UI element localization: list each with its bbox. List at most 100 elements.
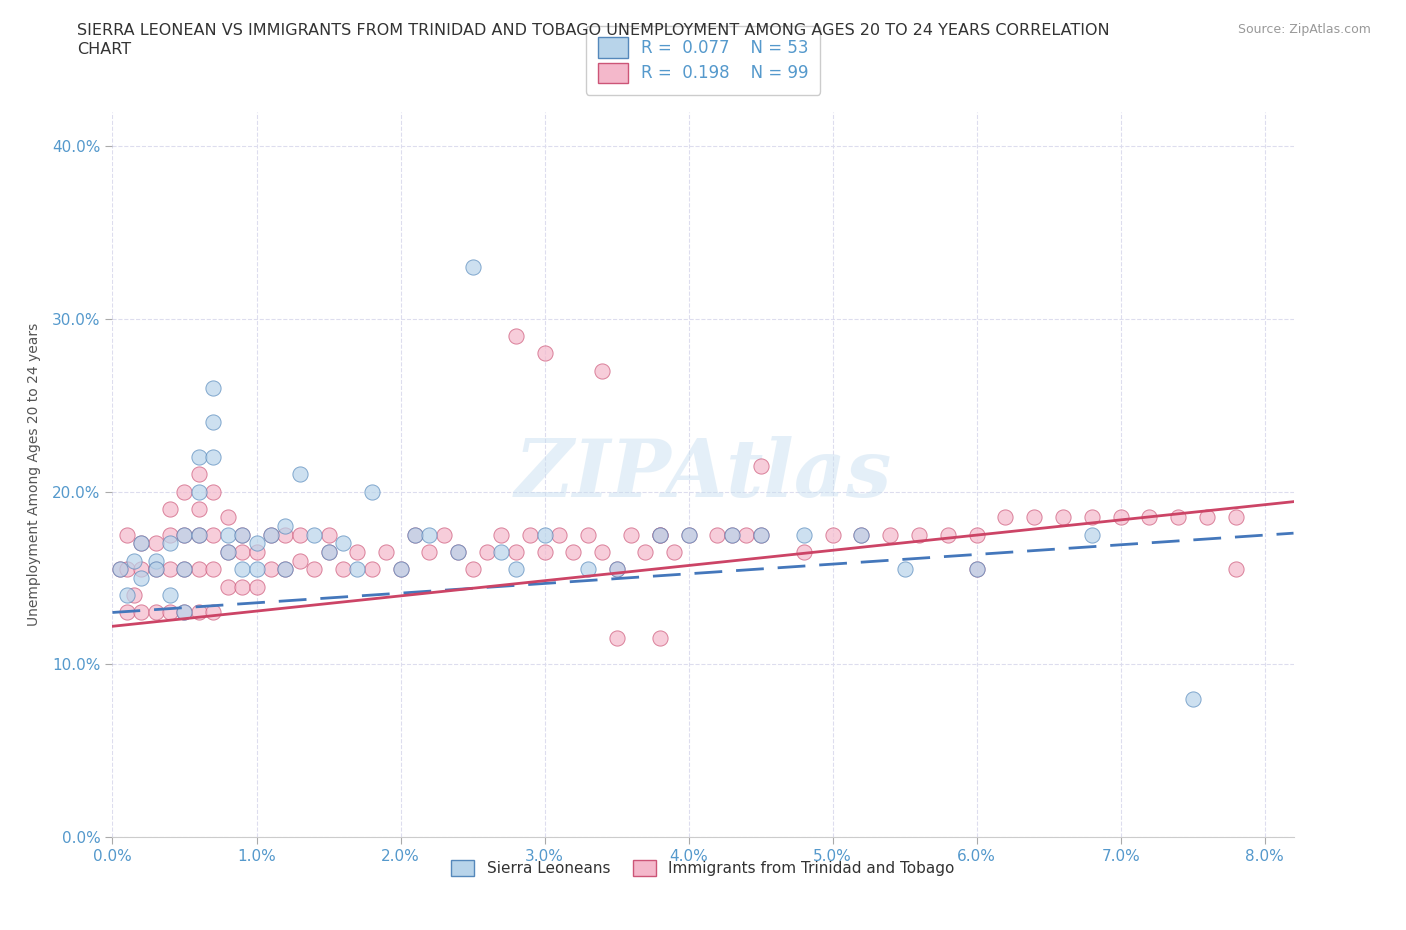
Point [346, 562, 368, 577]
Point [129, 562, 152, 577]
Point [793, 527, 815, 542]
Point [936, 527, 959, 542]
Point [851, 527, 873, 542]
Point [332, 562, 354, 577]
Point [217, 545, 239, 560]
Point [404, 527, 426, 542]
Point [447, 545, 470, 560]
Point [108, 562, 131, 577]
Point [187, 467, 209, 482]
Point [115, 527, 138, 542]
Point [173, 605, 195, 620]
Point [231, 527, 253, 542]
Point [274, 562, 297, 577]
Point [1052, 510, 1074, 525]
Point [1197, 510, 1219, 525]
Point [664, 545, 686, 560]
Point [217, 527, 239, 542]
Point [634, 545, 657, 560]
Point [461, 562, 484, 577]
Point [966, 562, 988, 577]
Point [231, 579, 253, 594]
Point [389, 562, 412, 577]
Point [202, 449, 225, 464]
Point [821, 527, 844, 542]
Point [720, 527, 742, 542]
Point [749, 458, 772, 473]
Point [202, 485, 225, 499]
Point [202, 380, 225, 395]
Point [129, 536, 152, 551]
Point [245, 562, 267, 577]
Point [491, 545, 513, 560]
Point [749, 527, 772, 542]
Point [274, 519, 297, 534]
Point [332, 536, 354, 551]
Point [606, 631, 628, 645]
Point [360, 485, 382, 499]
Point [576, 562, 599, 577]
Point [1024, 510, 1046, 525]
Text: ZIPAtlas: ZIPAtlas [515, 435, 891, 513]
Point [217, 545, 239, 560]
Point [173, 562, 195, 577]
Point [648, 527, 671, 542]
Point [475, 545, 498, 560]
Point [173, 527, 195, 542]
Point [129, 570, 152, 585]
Point [318, 527, 340, 542]
Point [793, 545, 815, 560]
Point [576, 527, 599, 542]
Point [648, 527, 671, 542]
Point [318, 545, 340, 560]
Point [145, 562, 167, 577]
Point [404, 527, 426, 542]
Text: Source: ZipAtlas.com: Source: ZipAtlas.com [1237, 23, 1371, 36]
Point [187, 605, 209, 620]
Point [231, 545, 253, 560]
Point [129, 605, 152, 620]
Point [678, 527, 700, 542]
Point [187, 527, 209, 542]
Point [851, 527, 873, 542]
Point [274, 562, 297, 577]
Point [288, 527, 311, 542]
Point [145, 605, 167, 620]
Point [173, 527, 195, 542]
Point [893, 562, 915, 577]
Point [648, 527, 671, 542]
Point [108, 562, 131, 577]
Point [491, 527, 513, 542]
Point [505, 328, 527, 343]
Point [115, 588, 138, 603]
Point [231, 562, 253, 577]
Point [389, 562, 412, 577]
Point [533, 346, 555, 361]
Point [159, 501, 181, 516]
Point [187, 449, 209, 464]
Point [159, 527, 181, 542]
Point [447, 545, 470, 560]
Point [159, 605, 181, 620]
Point [908, 527, 931, 542]
Point [720, 527, 742, 542]
Point [187, 527, 209, 542]
Point [122, 553, 145, 568]
Point [145, 553, 167, 568]
Point [288, 553, 311, 568]
Point [122, 588, 145, 603]
Point [433, 527, 456, 542]
Point [187, 485, 209, 499]
Point [260, 527, 283, 542]
Point [418, 545, 440, 560]
Point [533, 545, 555, 560]
Point [562, 545, 585, 560]
Point [994, 510, 1017, 525]
Point [302, 527, 325, 542]
Point [129, 536, 152, 551]
Point [505, 545, 527, 560]
Y-axis label: Unemployment Among Ages 20 to 24 years: Unemployment Among Ages 20 to 24 years [27, 323, 41, 626]
Point [318, 545, 340, 560]
Point [1081, 527, 1104, 542]
Point [159, 536, 181, 551]
